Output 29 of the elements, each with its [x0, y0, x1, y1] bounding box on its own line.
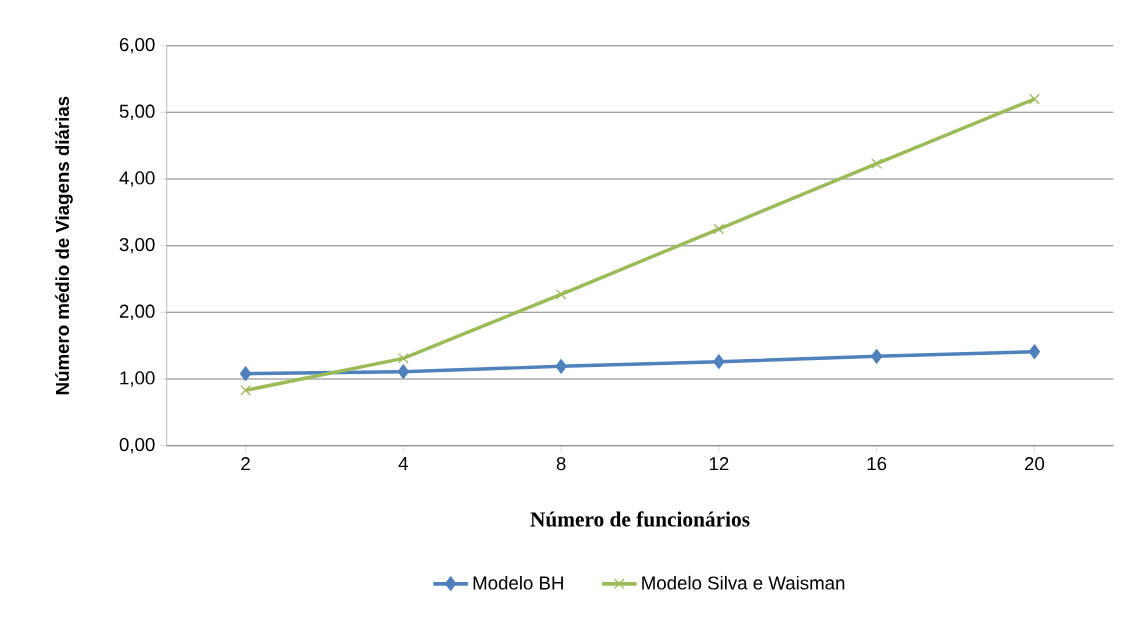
y-tick-label: 2,00 [119, 304, 155, 321]
x-axis-title: Número de funcionários [530, 511, 750, 527]
y-tick-label: 1,00 [120, 371, 155, 387]
x-tick-label: 4 [398, 457, 408, 470]
y-tick-label: 6,00 [119, 37, 155, 54]
legend-label: Modelo Silva e Waisman [642, 575, 845, 590]
legend-label: Modelo BH [473, 575, 563, 590]
y-tick-label: 4,00 [119, 171, 155, 187]
y-tick-label: 5,00 [119, 104, 155, 121]
x-tick-label: 2 [241, 457, 250, 471]
x-tick-label: 16 [867, 457, 887, 471]
y-tick-label: 0,00 [119, 437, 155, 454]
point [1028, 344, 1041, 360]
point [397, 352, 409, 364]
y-axis-title: Número médio de Viagens diárias [55, 96, 73, 395]
x-tick-label: 8 [556, 457, 566, 471]
point [555, 359, 567, 374]
x-tick-label: 12 [709, 457, 729, 471]
point [713, 354, 725, 370]
point [1029, 93, 1040, 105]
point [871, 158, 883, 170]
point [713, 223, 725, 235]
point [555, 288, 567, 300]
y-tick-label: 3,00 [119, 237, 155, 254]
point [240, 384, 251, 396]
point [239, 366, 252, 381]
x-tick-label: 20 [1025, 457, 1045, 471]
point [871, 349, 883, 364]
point [397, 364, 410, 379]
